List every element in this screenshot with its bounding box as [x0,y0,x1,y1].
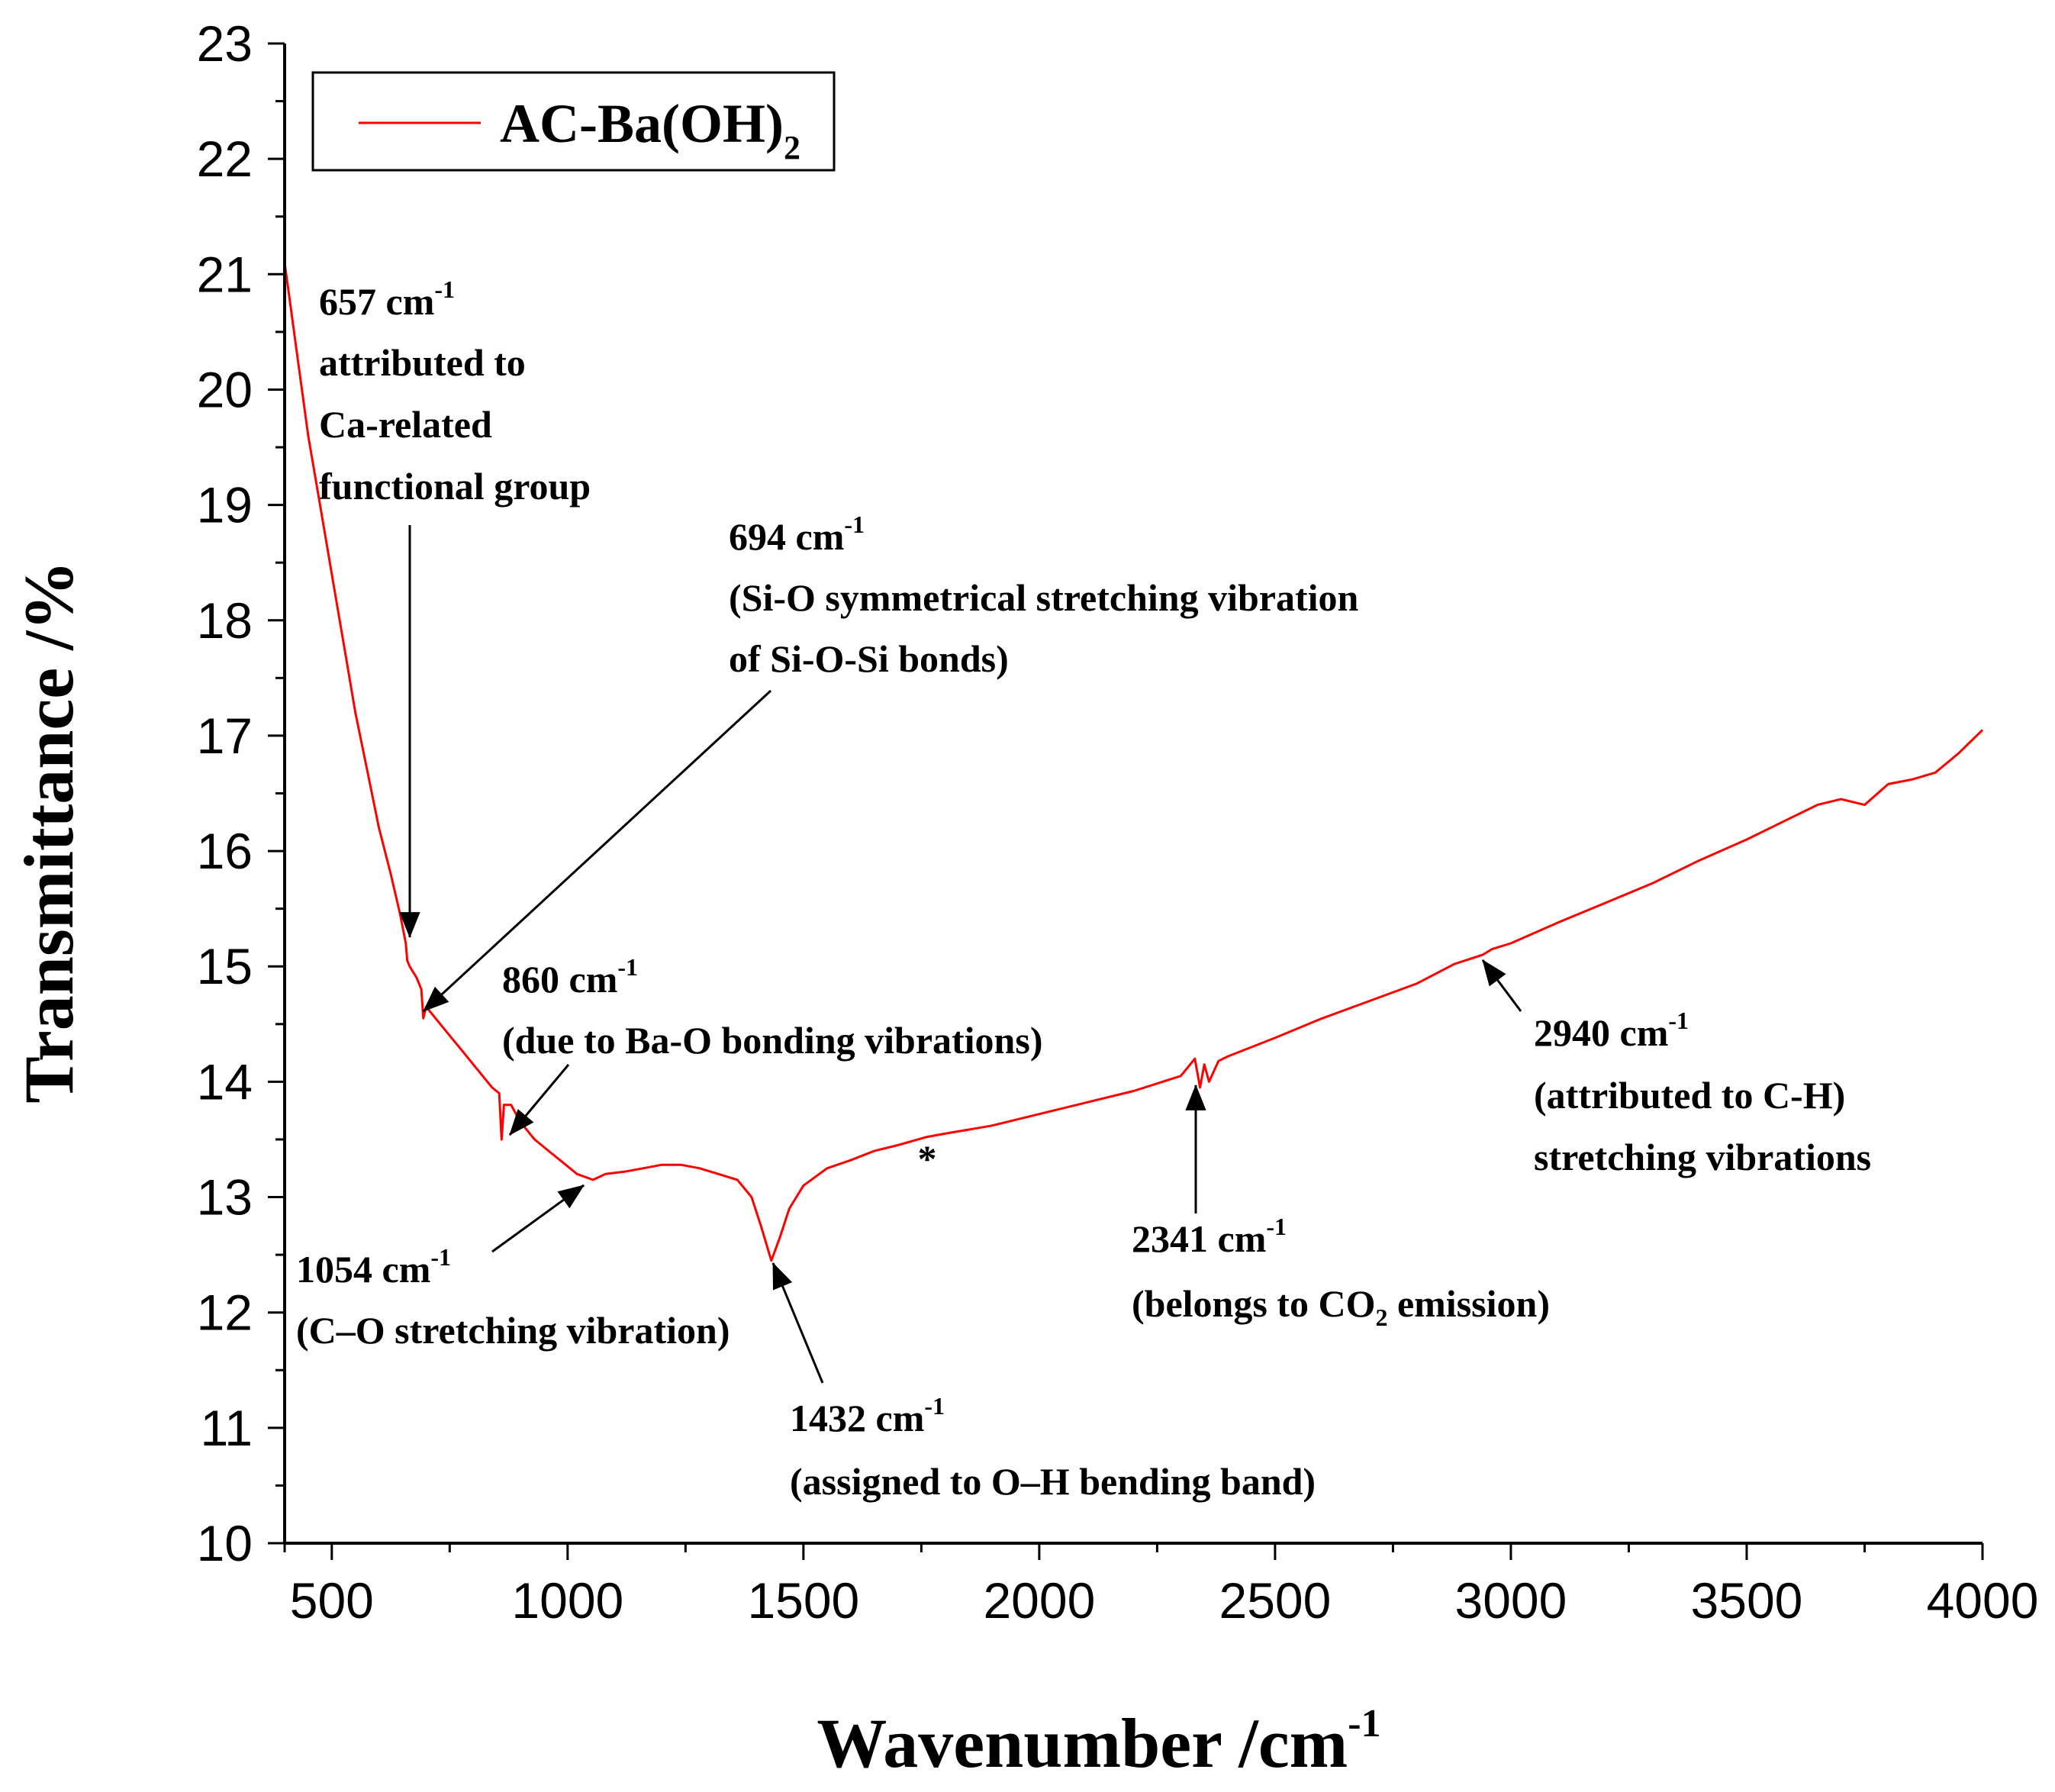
annotation-1054-line-1: 1054 cm-1 [296,1243,451,1291]
series-layer [283,262,1984,1262]
annotation-1054-line-2: (C–O stretching vibration) [296,1309,730,1352]
y-tick-label: 12 [197,1284,253,1341]
legend-label: AC-Ba(OH)2 [500,93,800,166]
x-tick-label: 3000 [1455,1572,1567,1629]
annotation-2940: 2940 cm-1 (attributed to C-H) stretching… [1481,959,1871,1178]
axes [283,44,1983,1545]
y-axis-title: Transmittance /% [10,560,88,1103]
y-tick-label: 10 [197,1515,253,1571]
annotation-2940-line-1: 2940 cm-1 [1534,1007,1689,1054]
asterisk-marker: * [918,1137,937,1180]
annotation-2341: 2341 cm-1 (belongs to CO2 emission) [1132,1084,1550,1331]
x-tick-label: 3500 [1691,1572,1803,1629]
series-line [283,262,1984,1262]
x-axis-title: Wavenumber /cm-1 [817,1702,1380,1782]
y-tick-label: 22 [197,131,253,187]
annotation-657-line-4: functional group [319,465,591,508]
y-tick-label: 19 [197,477,253,533]
legend-label-sub: 2 [784,129,800,166]
annotation-1432-line-2: (assigned to O–H bending band) [790,1460,1316,1503]
annotation-657-line-1: 657 cm-1 [319,276,455,323]
annotation-657: 657 cm-1 attributed to Ca-related functi… [319,276,591,939]
annotation-2341-line-2: (belongs to CO2 emission) [1132,1282,1550,1331]
annotation-860: 860 cm-1 (due to Ba-O bonding vibrations… [502,953,1042,1136]
y-tick-label: 13 [197,1169,253,1226]
annotation-694-line-3: of Si-O-Si bonds) [729,637,1009,680]
annotation-1432-arrow [771,1262,824,1384]
legend: AC-Ba(OH)2 [311,71,836,172]
annotation-1054-arrow [491,1184,585,1253]
annotation-1432-line-1: 1432 cm-1 [790,1392,945,1439]
annotation-2341-line-1: 2341 cm-1 [1132,1213,1287,1260]
y-tick-label: 23 [197,15,253,72]
annotation-657-line-3: Ca-related [319,403,492,446]
x-tick-label: 500 [290,1572,374,1629]
y-tick-label: 21 [197,246,253,302]
x-tick-label: 1000 [511,1572,623,1629]
y-tick-label: 17 [197,707,253,764]
x-tick-label: 2500 [1219,1572,1332,1629]
annotation-694-line-1: 694 cm-1 [729,511,865,558]
annotation-694-arrow [422,689,772,1013]
y-tick-label: 11 [200,1400,253,1456]
y-tick-label: 15 [197,938,253,994]
annotation-860-line-2: (due to Ba-O bonding vibrations) [502,1019,1042,1062]
x-axis-title-sup: -1 [1348,1702,1380,1745]
annotation-657-line-2: attributed to [319,341,526,384]
annotation-694: 694 cm-1 (Si-O symmetrical stretching vi… [422,511,1359,1013]
axis-ticks: 500 1000 1500 2000 2500 3000 3500 4000 10 11 12 13 1… [197,15,2039,1629]
y-tick-label: 20 [197,361,253,417]
annotation-2940-arrow [1481,959,1522,1012]
x-tick-label: 1500 [747,1572,859,1629]
annotation-860-line-1: 860 cm-1 [502,953,638,1001]
annotation-2940-line-3: stretching vibrations [1534,1136,1871,1178]
annotation-694-line-2: (Si-O symmetrical stretching vibration [729,576,1359,619]
y-tick-label: 14 [197,1053,253,1110]
x-tick-label: 2000 [983,1572,1095,1629]
y-tick-label: 18 [197,592,253,649]
annotation-2940-line-2: (attributed to C-H) [1534,1074,1845,1117]
annotation-860-arrow [508,1064,570,1136]
x-tick-label: 4000 [1927,1572,2039,1629]
legend-box [311,71,836,172]
y-tick-label: 16 [197,823,253,879]
annotation-1054: 1054 cm-1 (C–O stretching vibration) [296,1184,730,1352]
annotation-1432: 1432 cm-1 (assigned to O–H bending band) [771,1262,1316,1503]
